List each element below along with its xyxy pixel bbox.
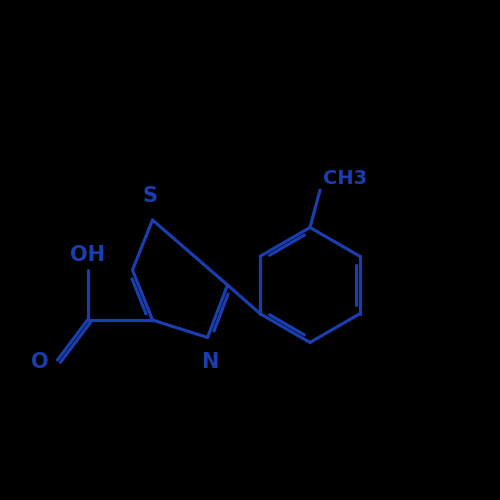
Text: OH: OH (70, 245, 105, 265)
Text: O: O (31, 352, 48, 372)
Text: S: S (142, 186, 158, 206)
Text: N: N (202, 352, 218, 372)
Text: CH3: CH3 (322, 168, 366, 188)
